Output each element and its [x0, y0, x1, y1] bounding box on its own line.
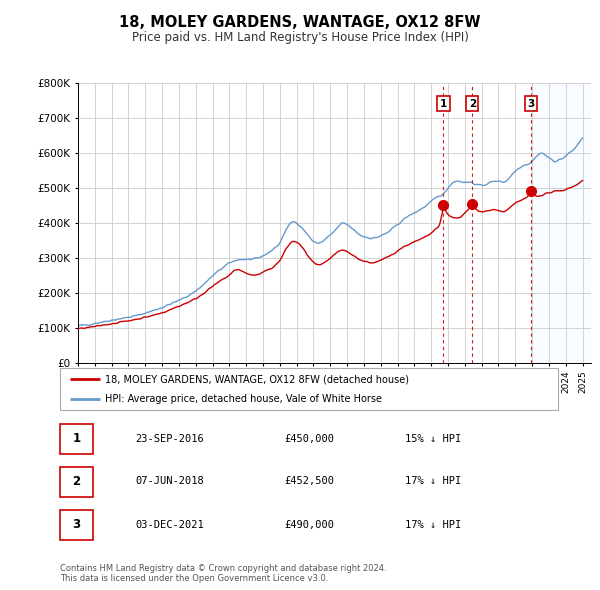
- Text: 17% ↓ HPI: 17% ↓ HPI: [406, 477, 461, 486]
- Text: £490,000: £490,000: [284, 520, 334, 529]
- Text: 3: 3: [527, 99, 535, 109]
- Text: 15% ↓ HPI: 15% ↓ HPI: [406, 434, 461, 444]
- Text: 18, MOLEY GARDENS, WANTAGE, OX12 8FW: 18, MOLEY GARDENS, WANTAGE, OX12 8FW: [119, 15, 481, 30]
- Text: HPI: Average price, detached house, Vale of White Horse: HPI: Average price, detached house, Vale…: [105, 395, 382, 404]
- Text: 07-JUN-2018: 07-JUN-2018: [135, 477, 204, 486]
- FancyBboxPatch shape: [60, 368, 558, 410]
- Text: Contains HM Land Registry data © Crown copyright and database right 2024.
This d: Contains HM Land Registry data © Crown c…: [60, 563, 386, 583]
- Text: 3: 3: [73, 518, 81, 531]
- Bar: [531, 83, 600, 363]
- FancyBboxPatch shape: [61, 510, 93, 540]
- Text: 1: 1: [440, 99, 447, 109]
- FancyBboxPatch shape: [61, 467, 93, 497]
- Text: Price paid vs. HM Land Registry's House Price Index (HPI): Price paid vs. HM Land Registry's House …: [131, 31, 469, 44]
- Text: £452,500: £452,500: [284, 477, 334, 486]
- Text: £450,000: £450,000: [284, 434, 334, 444]
- FancyBboxPatch shape: [61, 424, 93, 454]
- Text: 1: 1: [73, 432, 81, 445]
- Text: 03-DEC-2021: 03-DEC-2021: [135, 520, 204, 529]
- Text: 2: 2: [469, 99, 476, 109]
- Text: 2: 2: [73, 475, 81, 488]
- Text: 23-SEP-2016: 23-SEP-2016: [135, 434, 204, 444]
- Text: 17% ↓ HPI: 17% ↓ HPI: [406, 520, 461, 529]
- Text: 18, MOLEY GARDENS, WANTAGE, OX12 8FW (detached house): 18, MOLEY GARDENS, WANTAGE, OX12 8FW (de…: [105, 375, 409, 385]
